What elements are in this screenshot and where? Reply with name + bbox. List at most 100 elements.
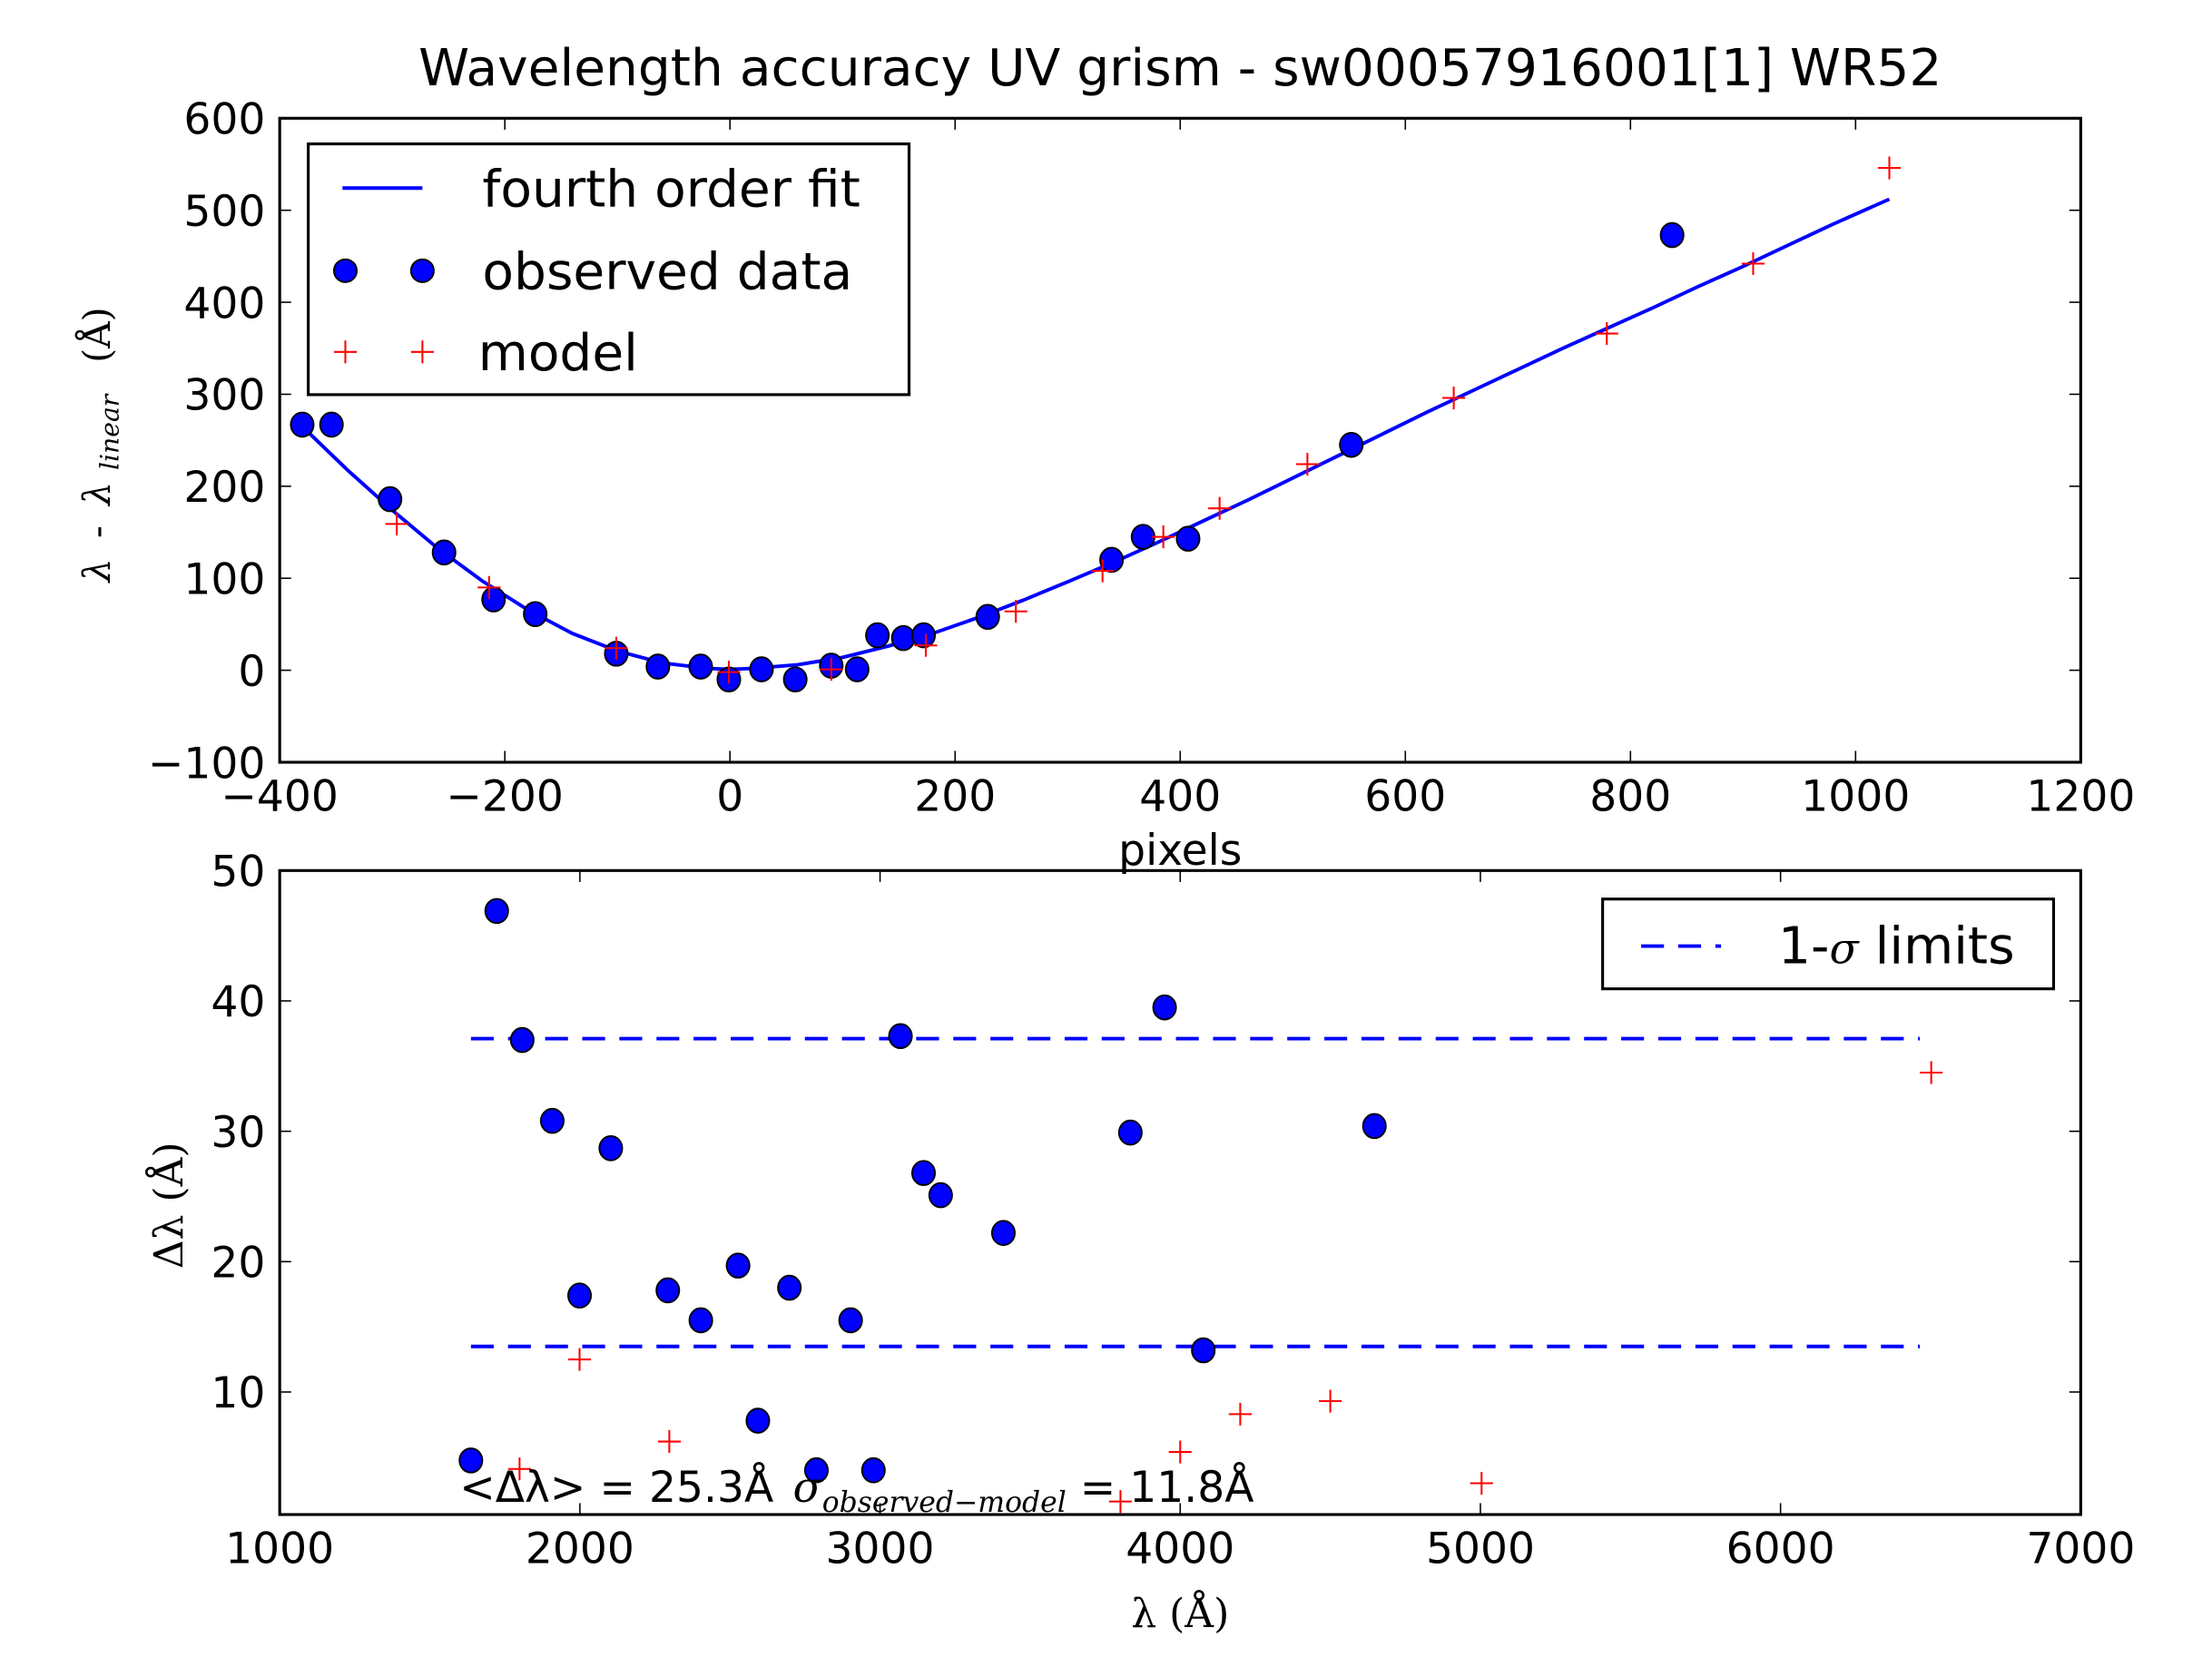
x-tick-label: 400 — [1139, 771, 1221, 821]
y-tick-label: 10 — [211, 1368, 265, 1418]
y-tick-label: 50 — [211, 848, 265, 897]
observed-data-point — [431, 539, 457, 566]
y-label-subscript: linear — [94, 393, 124, 470]
y-tick-label: −100 — [148, 739, 266, 789]
observed-data-point — [378, 485, 403, 513]
model-data-point — [717, 661, 741, 684]
observed-data-point — [1117, 1119, 1143, 1146]
y-tick-label: 600 — [183, 95, 265, 145]
model-data-point — [1741, 251, 1765, 276]
observed-data-point — [688, 1307, 713, 1334]
observed-data-point — [1191, 1337, 1216, 1364]
observed-data-point — [803, 1456, 829, 1484]
model-data-point — [1152, 525, 1175, 549]
y-label-lambda2: λ — [75, 482, 119, 507]
y-tick-label: 40 — [211, 977, 265, 1027]
top-panel: −400 −200 0 200 400 600 800 1000 1200 −100 0 100 200… — [74, 95, 2135, 876]
observed-data-point — [509, 1026, 535, 1054]
legend-sigma-rest: limits — [1859, 916, 2015, 976]
y-tick-label: 0 — [238, 647, 265, 697]
model-data-point — [567, 1348, 592, 1371]
observed-data-point — [484, 897, 509, 925]
model-data-point — [477, 575, 501, 599]
top-y-axis-label: λ - λ linear (Å) — [74, 307, 124, 583]
observed-data-point — [645, 653, 671, 680]
bottom-plot-area — [458, 897, 1943, 1514]
observed-data-point — [539, 1107, 565, 1134]
observed-data-point — [782, 666, 808, 693]
observed-data-point — [865, 622, 890, 649]
legend-fit-label: fourth order fit — [482, 160, 860, 220]
x-tick-label: 200 — [914, 771, 996, 821]
stats-sigma-subscript: observed−model — [822, 1486, 1067, 1519]
y-tick-label: 300 — [183, 371, 265, 421]
observed-data-point — [910, 622, 937, 649]
observed-data-point — [567, 1282, 593, 1309]
model-data-point — [1091, 559, 1115, 583]
x-tick-label: −200 — [446, 771, 564, 821]
model-data-point — [385, 512, 408, 535]
observed-data-point — [844, 656, 870, 682]
observed-data-point — [1152, 994, 1177, 1021]
model-data-point — [657, 1429, 681, 1454]
observed-data-point — [523, 601, 548, 628]
observed-data-point — [745, 1407, 771, 1434]
x-tick-label: 1000 — [225, 1524, 334, 1574]
legend-sigma-symbol: σ — [1829, 924, 1860, 974]
observed-data-point — [481, 586, 506, 613]
x-tick-label: 800 — [1589, 771, 1671, 821]
model-data-point — [1295, 452, 1319, 476]
observed-data-point — [1175, 525, 1201, 552]
y-label-lambda: λ — [75, 558, 119, 583]
model-data-point — [507, 1457, 531, 1481]
x-tick-label: 600 — [1364, 771, 1446, 821]
observed-data-point — [890, 624, 916, 652]
observed-data-point — [928, 1182, 953, 1209]
bottom-x-axis-label: λ (Å) — [1131, 1589, 1229, 1637]
observed-data-point — [598, 1135, 624, 1162]
x-tick-label: 1000 — [1801, 771, 1910, 821]
model-data-point — [1442, 386, 1466, 410]
observed-data-point — [1362, 1113, 1387, 1140]
model-data-point — [1470, 1471, 1493, 1495]
model-data-point — [1004, 600, 1027, 623]
legend-model-marker-1 — [333, 340, 358, 364]
y-label-unit: (Å) — [74, 307, 119, 362]
observed-data-point — [1339, 431, 1364, 458]
x-tick-label: 1200 — [2026, 771, 2135, 821]
y-tick-label: 20 — [211, 1239, 265, 1289]
x-tick-label: 2000 — [526, 1524, 634, 1574]
observed-data-point — [655, 1277, 681, 1304]
bottom-panel: 1000 2000 3000 4000 5000 6000 7000 10 20 30 40 50 λ… — [144, 848, 2135, 1637]
bottom-legend: 1-σ limits — [1601, 897, 2056, 991]
model-data-point — [605, 636, 628, 660]
y-tick-label: 30 — [211, 1108, 265, 1158]
model-data-point — [1168, 1440, 1192, 1464]
model-data-point — [1920, 1061, 1943, 1084]
stats-sigma-value: = 11.8Å — [1067, 1461, 1254, 1513]
observed-data-point — [1659, 221, 1685, 249]
y-tick-label: 500 — [183, 187, 265, 237]
observed-data-point — [1099, 546, 1125, 574]
x-tick-label: −400 — [221, 771, 339, 821]
y-tick-label: 400 — [183, 279, 265, 328]
x-tick-label: 3000 — [826, 1524, 935, 1574]
observed-data-point — [1130, 524, 1155, 550]
x-tick-label: 4000 — [1126, 1524, 1234, 1574]
legend-observed-marker-1 — [332, 258, 359, 283]
observed-data-point — [975, 603, 1000, 631]
top-plot-area — [290, 156, 1902, 693]
model-data-point — [820, 658, 843, 682]
model-data-point — [1228, 1402, 1252, 1426]
observed-data-point — [860, 1456, 886, 1484]
y-label-dash: - — [75, 525, 119, 538]
stats-mean: <Δλ> = 25.3Å — [459, 1461, 773, 1513]
observed-data-point — [749, 656, 774, 682]
observed-data-point — [838, 1307, 863, 1334]
model-data-point — [1877, 156, 1902, 180]
x-tick-label: 7000 — [2026, 1524, 2135, 1574]
top-x-axis-label: pixels — [1118, 826, 1242, 876]
model-data-point — [1319, 1389, 1342, 1413]
model-data-point — [914, 633, 938, 657]
observed-data-point — [290, 411, 315, 438]
